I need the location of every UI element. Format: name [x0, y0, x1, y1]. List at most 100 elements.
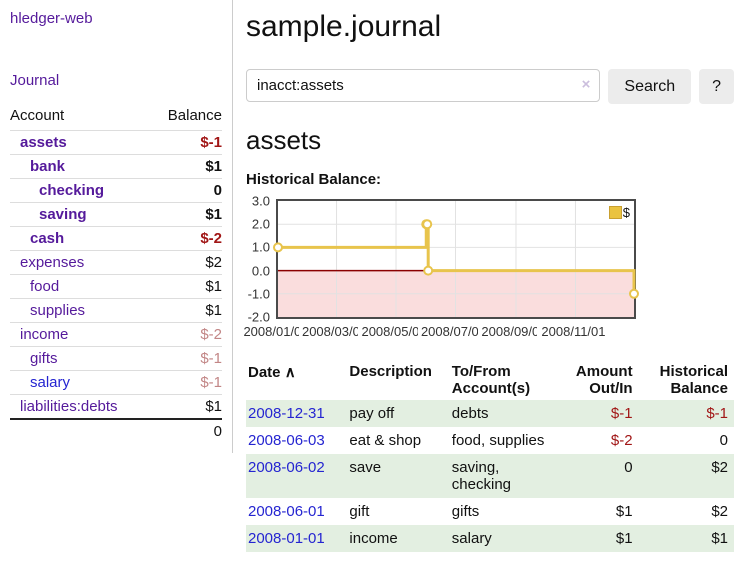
- register-table: Date ∧ Description To/From Account(s) Am…: [246, 360, 734, 552]
- transaction-balance: $2: [711, 459, 728, 476]
- data-point-marker: [423, 265, 434, 276]
- account-row: checking 0: [10, 178, 222, 203]
- clear-search-icon[interactable]: ×: [581, 76, 591, 93]
- accounts-total: 0: [150, 418, 222, 443]
- account-link-income[interactable]: income: [20, 326, 69, 343]
- register-row: 2008-06-01 gift gifts $1 $2: [246, 498, 734, 525]
- transaction-amount: $-1: [610, 405, 633, 422]
- transaction-date-link[interactable]: 2008-12-31: [248, 405, 325, 422]
- register-row: 2008-01-01 income salary $1 $1: [246, 525, 734, 552]
- account-balance: $-1: [150, 370, 222, 395]
- account-row: gifts $-1: [10, 346, 222, 371]
- transaction-balance: $1: [711, 530, 728, 547]
- transaction-description: income: [349, 530, 398, 547]
- accounts-header-balance: Balance: [167, 107, 222, 124]
- account-balance: $-2: [150, 226, 222, 251]
- transaction-balance: $-1: [706, 405, 728, 422]
- account-link-bank[interactable]: bank: [30, 158, 66, 175]
- account-link-expenses[interactable]: expenses: [20, 254, 85, 271]
- x-axis-tick-label: 2008/05/01: [358, 324, 431, 339]
- account-row: cash $-2: [10, 226, 222, 251]
- register-header-row: Date ∧ Description To/From Account(s) Am…: [246, 360, 734, 400]
- account-heading: assets: [246, 125, 322, 155]
- chart-legend: $: [608, 205, 630, 220]
- account-link-gifts[interactable]: gifts: [30, 350, 58, 367]
- account-balance: $1: [150, 154, 222, 179]
- chart-plot-area: $: [273, 199, 639, 319]
- y-axis-tick-label: 0.0: [251, 263, 270, 279]
- transaction-date-link[interactable]: 2008-06-01: [248, 503, 325, 520]
- account-link-saving[interactable]: saving: [39, 206, 87, 223]
- transaction-accounts: saving, checking: [451, 459, 511, 493]
- data-point-marker: [422, 219, 433, 230]
- chart-y-axis: 3.0 2.0 1.0 0.0 -1.0 -2.0: [246, 194, 272, 325]
- main-content: sample.journal × Search ? assets Histori…: [233, 0, 742, 582]
- account-row: salary $-1: [10, 370, 222, 395]
- search-button[interactable]: Search: [608, 69, 692, 104]
- register-row: 2008-12-31 pay off debts $-1 $-1: [246, 400, 734, 427]
- data-point-marker: [629, 288, 639, 299]
- account-row: food $1: [10, 274, 222, 299]
- sidebar-item-journal[interactable]: Journal: [10, 72, 60, 89]
- data-point-marker: [273, 242, 283, 253]
- register-header-balance: Historical Balance: [659, 363, 728, 397]
- account-balance: $-1: [150, 346, 222, 371]
- transaction-accounts: food, supplies: [451, 432, 545, 449]
- accounts-header-row: Account Balance: [10, 102, 222, 131]
- transaction-accounts: gifts: [451, 503, 480, 520]
- register-header-account: To/From Account(s): [451, 363, 531, 397]
- search-input[interactable]: [246, 69, 601, 102]
- register-row: 2008-06-03 eat & shop food, supplies $-2…: [246, 427, 734, 454]
- accounts-header-account: Account: [10, 107, 65, 124]
- y-axis-tick-label: -2.0: [247, 309, 270, 325]
- chart-canvas: [273, 201, 639, 317]
- x-axis-tick-label: 2008/01/01: [240, 324, 312, 339]
- transaction-date-link[interactable]: 2008-01-01: [248, 530, 325, 547]
- page-title: sample.journal: [246, 10, 442, 43]
- transaction-amount: $1: [615, 503, 633, 520]
- date-header-label: Date: [248, 364, 281, 381]
- account-link-supplies[interactable]: supplies: [30, 302, 86, 319]
- register-header-date[interactable]: Date ∧: [246, 360, 343, 400]
- transaction-date-link[interactable]: 2008-06-02: [248, 459, 325, 476]
- account-link-checking[interactable]: checking: [39, 182, 105, 199]
- accounts-table: Account Balance assets $-1 bank $1 checkin…: [10, 102, 222, 443]
- accounts-total-row: 0: [10, 418, 222, 443]
- brand-link[interactable]: hledger-web: [10, 10, 93, 27]
- x-axis-tick-label: 2008/11/01: [537, 324, 610, 339]
- transaction-accounts: salary: [451, 530, 492, 547]
- transaction-accounts: debts: [451, 405, 489, 422]
- transaction-description: gift: [349, 503, 370, 520]
- transaction-description: pay off: [349, 405, 395, 422]
- account-row: bank $1: [10, 154, 222, 179]
- account-row: assets $-1: [10, 130, 222, 155]
- y-axis-tick-label: -1.0: [247, 286, 270, 302]
- y-axis-tick-label: 2.0: [251, 216, 270, 232]
- chart-title: Historical Balance:: [246, 171, 382, 188]
- transaction-description: eat & shop: [349, 432, 422, 449]
- transaction-date-link[interactable]: 2008-06-03: [248, 432, 325, 449]
- transaction-amount: 0: [624, 459, 633, 476]
- transaction-balance: 0: [719, 432, 728, 449]
- legend-swatch-icon: [608, 206, 622, 219]
- account-link-salary[interactable]: salary: [30, 374, 71, 391]
- account-balance: $-1: [150, 130, 222, 155]
- account-row: income $-2: [10, 322, 222, 347]
- transaction-description: save: [349, 459, 382, 476]
- account-link-liabilities-debts[interactable]: liabilities:debts: [20, 398, 118, 415]
- transaction-amount: $1: [615, 530, 633, 547]
- sort-ascending-icon: ∧: [284, 364, 296, 381]
- register-header-description: Description: [349, 363, 432, 380]
- chart-x-axis: 2008/01/01 2008/03/01 2008/05/01 2008/07/01…: [240, 324, 636, 341]
- account-balance: $1: [150, 202, 222, 227]
- y-axis-tick-label: 1.0: [251, 239, 270, 255]
- account-row: supplies $1: [10, 298, 222, 323]
- account-link-assets[interactable]: assets: [20, 134, 67, 151]
- register-row: 2008-06-02 save saving, checking 0 $2: [246, 454, 734, 498]
- account-balance: $1: [150, 274, 222, 299]
- transaction-amount: $-2: [610, 432, 633, 449]
- help-button[interactable]: ?: [699, 69, 734, 104]
- account-link-food[interactable]: food: [30, 278, 60, 295]
- transaction-balance: $2: [711, 503, 728, 520]
- account-link-cash[interactable]: cash: [30, 230, 65, 247]
